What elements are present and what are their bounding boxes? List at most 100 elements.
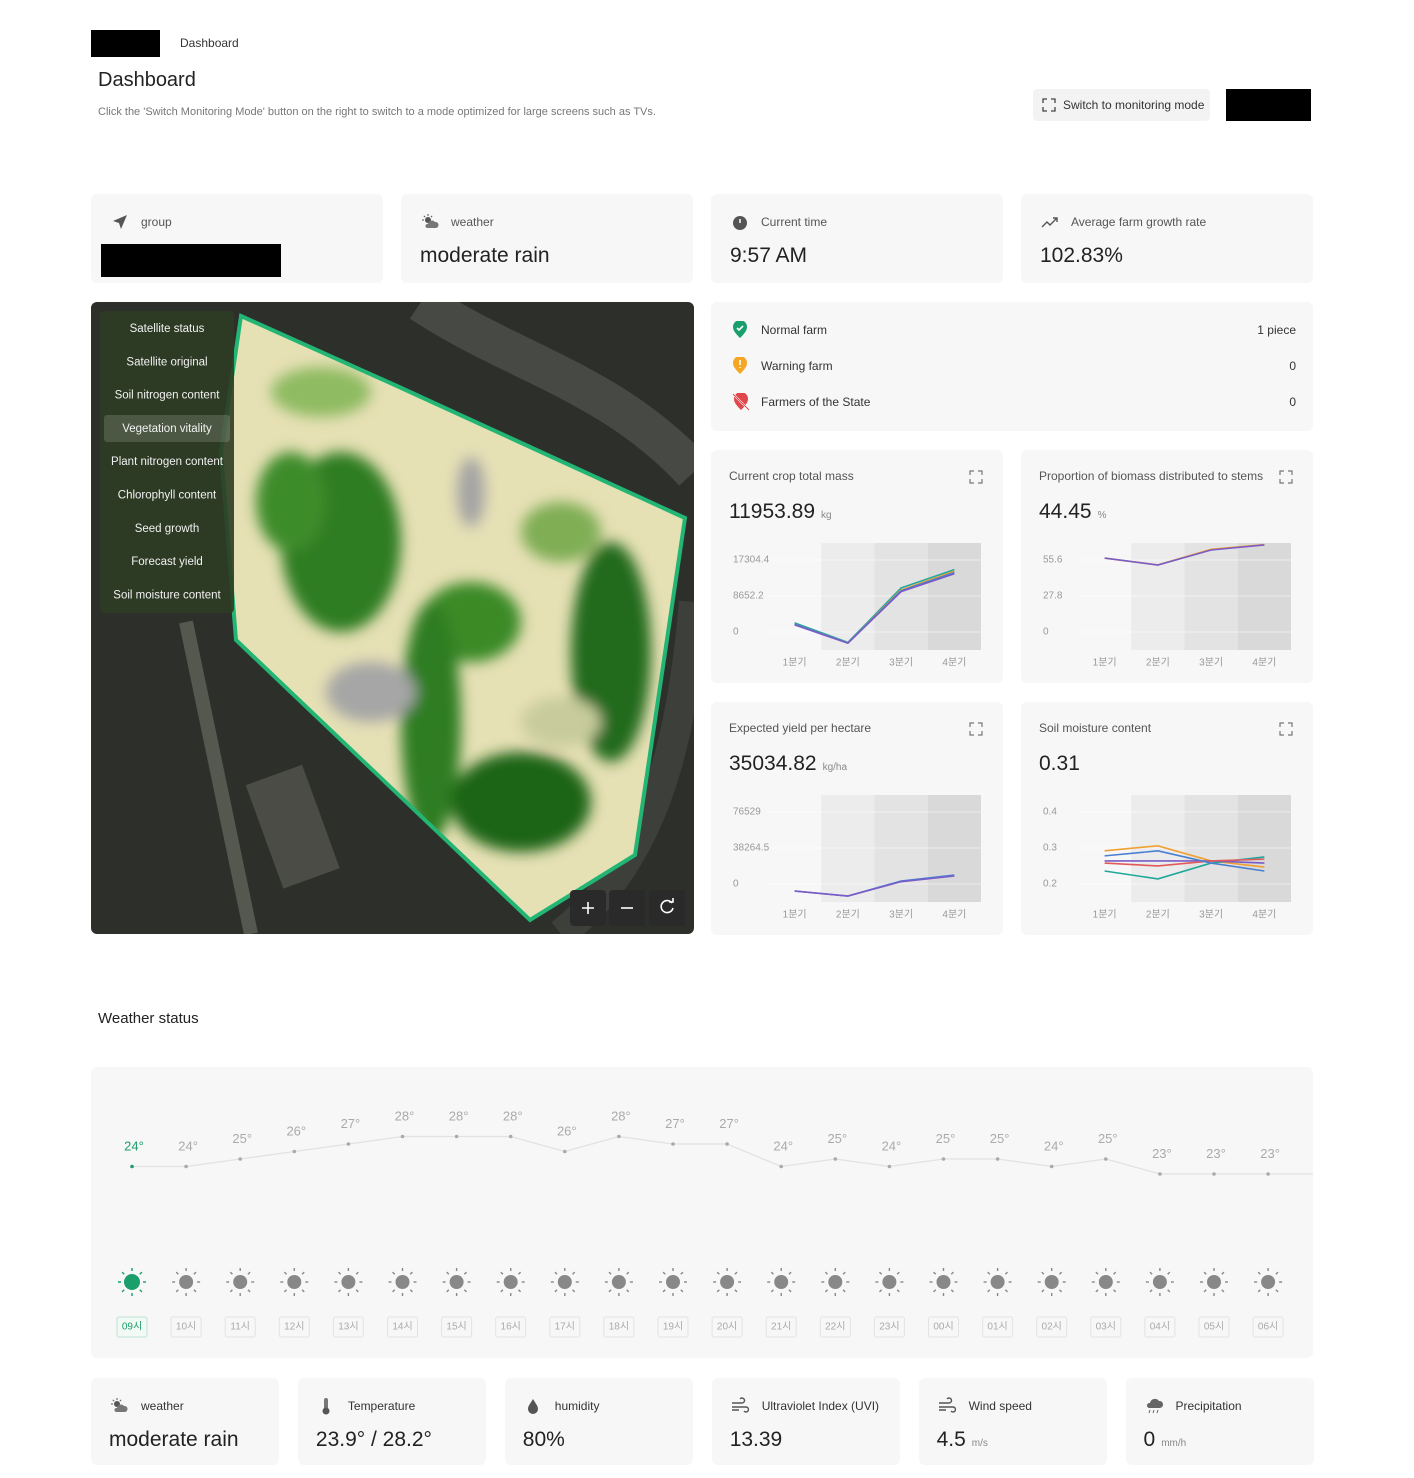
stat-card: weather moderate rain [401,194,693,283]
band [1131,795,1185,902]
sun-icon [280,1268,309,1296]
expand-icon[interactable] [969,470,987,488]
sun-ray [950,1289,954,1293]
temperature-label: 25° [827,1131,847,1146]
sun-core [1098,1275,1113,1289]
weather-card: weather moderate rain [91,1378,279,1465]
band [821,543,875,650]
sun-ray [392,1289,396,1293]
sun-ray [734,1271,738,1275]
temperature-label: 24° [178,1139,198,1154]
sun-ray [1275,1289,1279,1293]
hour-label: 17시 [555,1321,575,1333]
hour-label: 01시 [987,1321,1007,1333]
chart: 1분기 2분기 3분기 4분기 0 27.8 55.6 [1043,543,1291,669]
hour-label: 18시 [609,1321,629,1333]
sun-ray [662,1289,666,1293]
sun-icon [1200,1268,1228,1296]
sun-icon [604,1268,633,1296]
temperature-label: 27° [665,1116,685,1131]
sun-icon [713,1268,742,1296]
value: 0 [1143,1428,1156,1451]
sun-ray [1004,1289,1008,1293]
value: 0.31 [1039,752,1080,775]
stat-icon [422,214,439,228]
temperature-point [184,1164,188,1169]
sun-icon [1145,1268,1174,1296]
x-tick-label: 1분기 [1093,657,1117,669]
weather-label: Temperature [347,1399,416,1413]
temperature-point [617,1134,621,1139]
temperature-label: 24° [124,1139,144,1154]
map-layer-option[interactable]: Satellite original [126,356,207,368]
map-layer-option[interactable]: Seed growth [135,523,200,535]
map-layer-option[interactable]: Chlorophyll content [118,490,217,502]
zoom-in[interactable] [570,890,606,926]
farm-status-value: 1 piece [1257,323,1296,337]
sun-ray [1149,1271,1153,1275]
weather-card: Wind speed 4.5 m/s [918,1378,1107,1465]
map-layer-option[interactable]: Soil nitrogen content [115,390,221,402]
expand-icon [1042,98,1056,112]
hour-label: 06시 [1258,1321,1278,1333]
map-layer-option[interactable]: Plant nitrogen content [111,456,224,468]
x-tick-label: 4분기 [942,657,966,669]
sun-ray [1058,1271,1063,1275]
weather-label: humidity [554,1399,600,1413]
sun-icon [496,1268,525,1296]
hour-chip [387,1316,418,1338]
series-line [794,568,955,644]
reset-view[interactable] [649,890,685,926]
expand-icon[interactable] [1279,470,1297,488]
monitor-button[interactable]: Switch to monitoring mode [1033,89,1210,121]
temperature-label: 24° [773,1139,793,1154]
expand-icon[interactable] [1279,722,1297,740]
sun-ray [1221,1289,1225,1293]
hour-chip [224,1316,256,1338]
band [874,543,928,650]
map-layer-option[interactable]: Soil moisture content [113,589,221,601]
map-layer-option[interactable]: Vegetation vitality [122,423,212,435]
sun-ray [355,1271,359,1275]
weather-icon [527,1399,538,1414]
stat-label: Current time [761,215,828,229]
temperature-point [130,1164,134,1169]
breadcrumb[interactable]: Dashboard [180,36,239,50]
x-tick-label: 4분기 [1252,657,1276,669]
temperature-point [292,1149,297,1154]
stat-card: Current time 9:57 AM [711,194,1003,283]
sun-ray [608,1271,612,1275]
x-tick-label: 4분기 [942,909,966,921]
map-layer-option[interactable]: Forecast yield [131,556,203,568]
sun-ray [734,1289,738,1293]
map-layer-option[interactable]: Satellite status [130,323,205,335]
value: 11953.89 [729,500,816,523]
sun-ray [933,1271,937,1275]
y-tick-label: 0 [1043,627,1049,638]
zoom-out[interactable] [609,890,645,926]
sun-core [287,1275,302,1289]
sun-ray [770,1271,774,1275]
temperature-label: 28° [395,1109,415,1124]
temperature-line [132,1135,1269,1175]
temperature-point [346,1142,351,1146]
sun-ray [626,1289,630,1293]
sun-ray [229,1289,233,1293]
sun-ray [139,1289,143,1293]
value: 23.9° / 28.2° [315,1428,432,1451]
x-tick-label: 4분기 [1252,909,1276,921]
monitor-button-label: Switch to monitoring mode [1063,98,1205,112]
sun-ray [662,1271,666,1275]
expand-icon[interactable] [969,722,987,740]
sun-core [611,1275,626,1289]
y-tick-label: 0.4 [1043,807,1057,818]
hour-label: 11시 [230,1321,250,1333]
hour-chip [873,1316,905,1338]
weather-value: 0 mm/h [1144,1428,1187,1452]
sun-ray [842,1271,846,1275]
sun-ray [301,1289,305,1293]
chart-title: Proportion of biomass distributed to ste… [1039,469,1264,483]
sun-ray [680,1289,684,1293]
temperature-point [995,1157,1000,1161]
hour-chip [441,1316,473,1338]
